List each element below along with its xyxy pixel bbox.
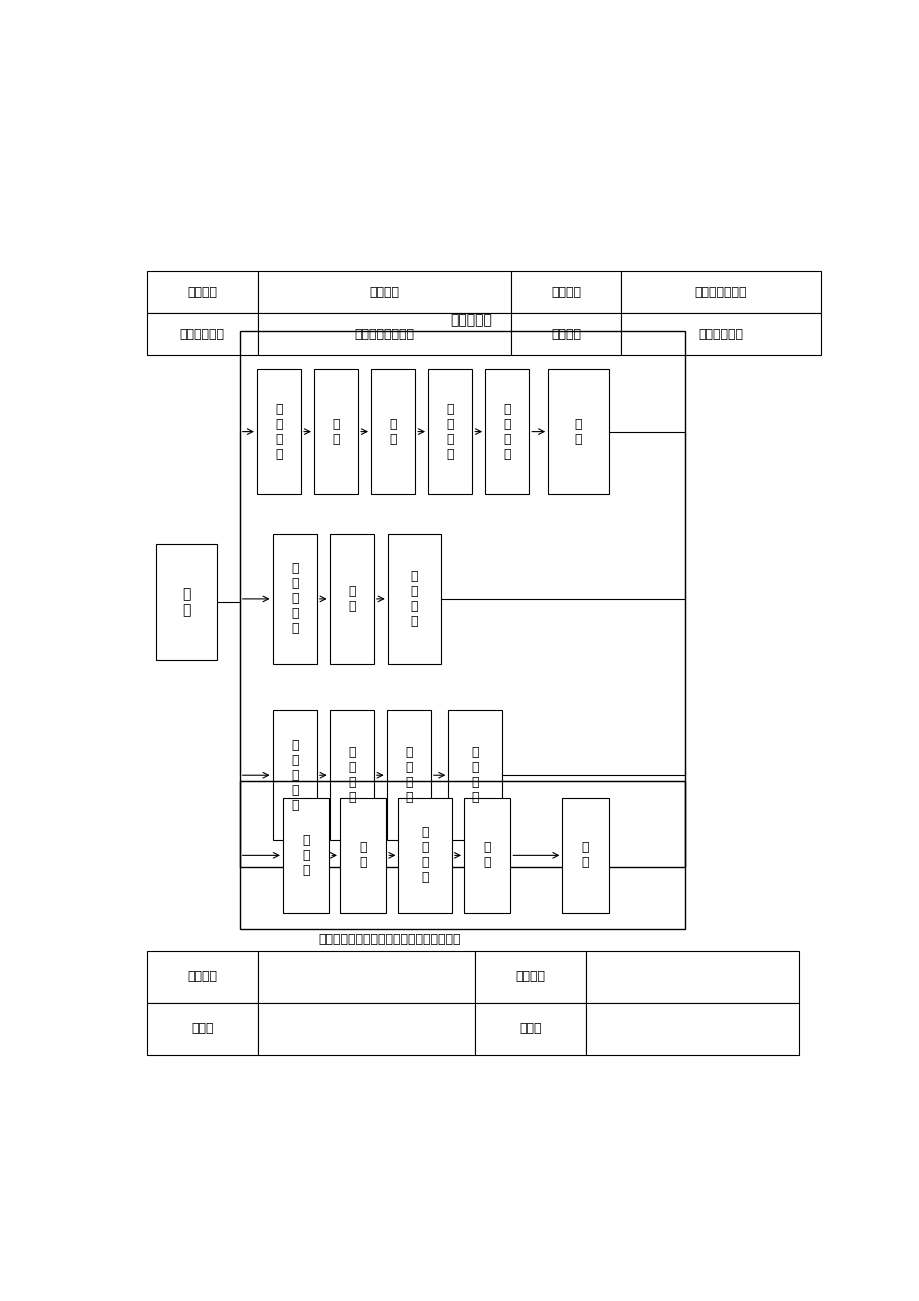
Text: 检
验: 检 验 bbox=[482, 842, 491, 869]
Text: 开
放
下
料: 开 放 下 料 bbox=[275, 402, 282, 461]
Bar bbox=[283, 798, 329, 913]
Text: 打
孔
打
眼: 打 孔 打 眼 bbox=[471, 747, 478, 804]
Text: 出
厂: 出 厂 bbox=[581, 842, 589, 869]
Text: 成
型: 成 型 bbox=[574, 418, 582, 446]
Bar bbox=[585, 951, 799, 1003]
Bar bbox=[370, 369, 414, 494]
Bar bbox=[156, 544, 216, 660]
Text: 咬
口
制
造: 咬 口 制 造 bbox=[446, 402, 453, 461]
Bar bbox=[463, 798, 510, 913]
Bar bbox=[257, 314, 510, 355]
Bar bbox=[329, 710, 373, 840]
Text: 剪
切: 剪 切 bbox=[332, 418, 339, 446]
Text: 铆
法
兰: 铆 法 兰 bbox=[302, 834, 310, 877]
Bar bbox=[147, 1003, 257, 1055]
Bar bbox=[474, 951, 585, 1003]
Bar bbox=[240, 332, 685, 868]
Bar bbox=[257, 272, 510, 314]
Text: 圆
法
兰
卷
圆: 圆 法 兰 卷 圆 bbox=[290, 739, 298, 812]
Bar bbox=[386, 710, 430, 840]
Bar bbox=[340, 798, 386, 913]
Text: 风
管
折
方: 风 管 折 方 bbox=[503, 402, 510, 461]
Text: 翻
边: 翻 边 bbox=[359, 842, 367, 869]
Bar bbox=[548, 369, 608, 494]
Bar bbox=[240, 781, 685, 929]
Bar bbox=[474, 1003, 585, 1055]
Text: 找
平
找
正: 找 平 找 正 bbox=[404, 747, 412, 804]
Text: 倒
角: 倒 角 bbox=[389, 418, 396, 446]
Bar bbox=[329, 533, 373, 664]
Bar bbox=[147, 951, 257, 1003]
Text: 领
料: 领 料 bbox=[182, 587, 190, 617]
Bar bbox=[257, 951, 474, 1003]
Text: 交底单位: 交底单位 bbox=[187, 971, 217, 984]
Bar bbox=[272, 533, 316, 664]
Text: 施工单位: 施工单位 bbox=[550, 328, 580, 341]
Text: 方
法
兰
下
料: 方 法 兰 下 料 bbox=[290, 562, 298, 635]
Text: 接收人: 接收人 bbox=[518, 1023, 541, 1036]
Bar bbox=[448, 710, 501, 840]
Text: 工程称号: 工程称号 bbox=[187, 286, 217, 299]
Bar bbox=[387, 533, 441, 664]
Bar bbox=[620, 314, 820, 355]
Text: 分部工程: 分部工程 bbox=[550, 286, 580, 299]
Bar bbox=[256, 369, 301, 494]
Bar bbox=[147, 272, 257, 314]
Text: 接收单位: 接收单位 bbox=[515, 971, 545, 984]
Text: 成
品
喷
漆: 成 品 喷 漆 bbox=[421, 826, 428, 885]
Text: 分项工程称号: 分项工程称号 bbox=[179, 328, 224, 341]
Text: 交底人: 交底人 bbox=[191, 1023, 213, 1036]
Text: 打
眼
冲
孔: 打 眼 冲 孔 bbox=[410, 570, 418, 628]
Text: 中天宝业集团: 中天宝业集团 bbox=[698, 328, 743, 341]
Text: 划
线
下
料: 划 线 下 料 bbox=[347, 747, 355, 804]
Bar bbox=[484, 369, 528, 494]
Text: 注：无设计要求时，镀锌风管成品不喷漆。: 注：无设计要求时，镀锌风管成品不喷漆。 bbox=[318, 933, 460, 946]
Bar bbox=[257, 1003, 474, 1055]
Text: 焊
接: 焊 接 bbox=[347, 585, 355, 613]
Bar bbox=[313, 369, 357, 494]
Text: 通风与空调工程: 通风与空调工程 bbox=[694, 286, 746, 299]
Bar bbox=[510, 314, 620, 355]
Bar bbox=[585, 1003, 799, 1055]
Bar bbox=[620, 272, 820, 314]
Text: 金属风管制造安装: 金属风管制造安装 bbox=[354, 328, 414, 341]
Text: 节能大厦: 节能大厦 bbox=[369, 286, 399, 299]
Bar bbox=[272, 710, 316, 840]
Text: 交底内容：: 交底内容： bbox=[450, 314, 492, 328]
Bar bbox=[147, 314, 257, 355]
Bar bbox=[427, 369, 471, 494]
Bar bbox=[398, 798, 451, 913]
Bar bbox=[510, 272, 620, 314]
Bar bbox=[562, 798, 608, 913]
